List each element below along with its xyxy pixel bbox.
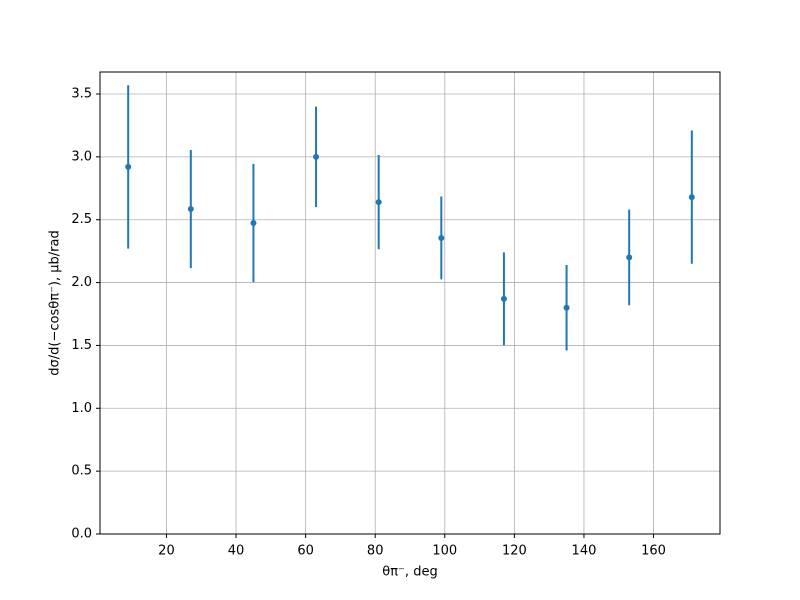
data-point — [187, 206, 194, 213]
data-point — [313, 153, 320, 160]
x-tick-label: 120 — [502, 544, 527, 559]
plot-area: 20 40 60 80 100 120 140 160 0.0 0.5 1.0 1.5 2.0 2.5 3.… — [71, 71, 721, 559]
y-tick-label: 1.5 — [71, 338, 92, 353]
y-tick-label: 3.0 — [71, 149, 92, 164]
axes-frame — [99, 71, 721, 535]
data-point — [563, 304, 570, 311]
y-tick-label: 1.0 — [71, 401, 92, 416]
x-tick-label: 60 — [297, 544, 314, 559]
data-point — [125, 163, 132, 170]
y-tick-label: 0.0 — [71, 527, 92, 542]
y-axis-label: dσ/d(−cosθπ⁻), μb/rad — [48, 230, 63, 375]
x-axis-label: θπ⁻, deg — [382, 565, 437, 580]
data-point — [626, 254, 633, 261]
y-tick-label: 3.5 — [71, 87, 92, 102]
data-point — [438, 234, 445, 241]
x-tick-label: 160 — [641, 544, 666, 559]
y-tick-label: 2.5 — [71, 212, 92, 227]
data-point — [500, 295, 507, 302]
x-tick-label: 140 — [572, 544, 597, 559]
data-point — [375, 199, 382, 206]
y-tick-label: 0.5 — [71, 464, 92, 479]
x-tick-label: 40 — [228, 544, 245, 559]
data-point — [688, 194, 695, 201]
x-tick-label: 20 — [158, 544, 175, 559]
data-point — [250, 219, 257, 226]
x-tick-label: 80 — [367, 544, 384, 559]
y-tick-label: 2.0 — [71, 275, 92, 290]
x-tick-label: 100 — [432, 544, 457, 559]
